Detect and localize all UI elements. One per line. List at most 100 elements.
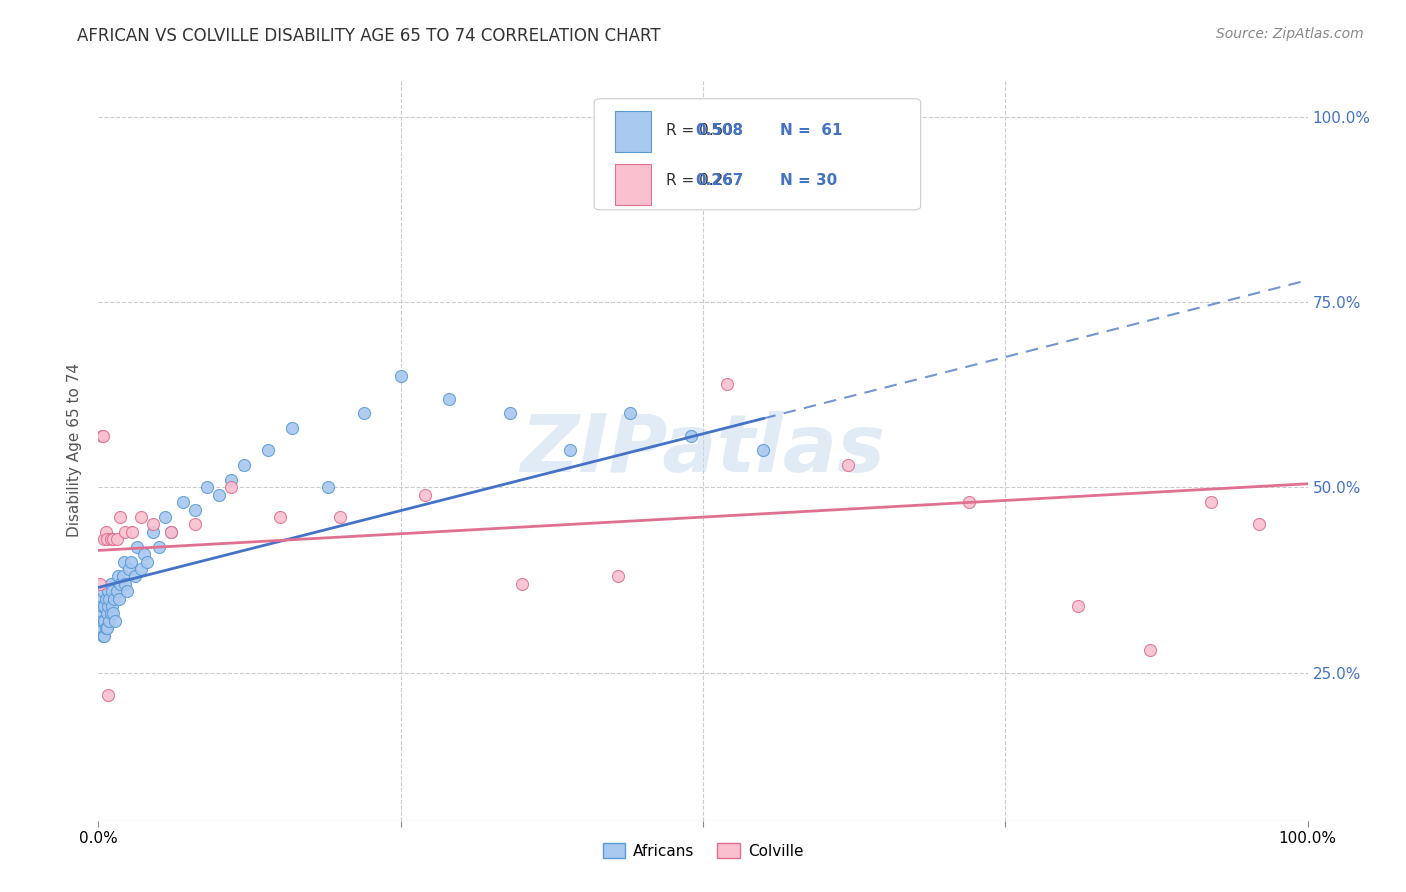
FancyBboxPatch shape (595, 99, 921, 210)
Point (97, 599, 120, 613)
Point (91, 614, 114, 628)
Text: N = 30: N = 30 (780, 173, 838, 187)
Text: R = 0.508: R = 0.508 (665, 123, 742, 138)
Point (118, 562, 141, 576)
Point (89, 607, 111, 621)
Text: 0.267: 0.267 (696, 173, 744, 187)
Point (752, 443, 775, 458)
Point (184, 502, 207, 516)
Point (114, 524, 136, 539)
Point (148, 540, 170, 554)
Y-axis label: Disability Age 65 to 74: Disability Age 65 to 74 (67, 363, 83, 538)
Bar (614, 164, 651, 204)
Point (108, 510, 131, 524)
Point (91, 584, 114, 599)
Point (107, 569, 129, 583)
Point (94, 591, 117, 606)
Legend: Africans, Colville: Africans, Colville (596, 837, 810, 865)
Point (93, 533, 115, 547)
Point (172, 495, 194, 509)
Point (105, 533, 128, 547)
Point (208, 488, 231, 502)
Point (679, 428, 702, 442)
Point (104, 614, 127, 628)
Point (93, 599, 115, 613)
Point (124, 569, 146, 583)
Point (96, 607, 118, 621)
Point (837, 458, 859, 473)
Point (413, 488, 436, 502)
Point (112, 554, 135, 569)
Point (108, 576, 131, 591)
Point (135, 554, 157, 569)
Point (98, 591, 121, 606)
Text: ZIPatlas: ZIPatlas (520, 411, 886, 490)
Point (108, 591, 131, 606)
Point (90, 621, 112, 635)
Point (1139, 643, 1161, 657)
Point (91, 599, 114, 613)
Point (93, 628, 115, 642)
Point (142, 524, 165, 539)
Point (100, 533, 122, 547)
Point (1067, 599, 1090, 613)
Point (716, 376, 738, 391)
Point (93, 614, 115, 628)
Point (129, 562, 152, 576)
Point (221, 473, 243, 487)
Text: 0.508: 0.508 (696, 123, 744, 138)
Point (91, 428, 114, 442)
Point (114, 576, 136, 591)
Point (103, 591, 125, 606)
Point (184, 517, 207, 532)
Point (94, 524, 117, 539)
Point (353, 407, 375, 421)
Text: R = 0.267: R = 0.267 (665, 173, 742, 187)
Point (120, 554, 142, 569)
Point (127, 540, 149, 554)
Point (97, 584, 120, 599)
Text: AFRICAN VS COLVILLE DISABILITY AGE 65 TO 74 CORRELATION CHART: AFRICAN VS COLVILLE DISABILITY AGE 65 TO… (77, 27, 661, 45)
Point (121, 524, 143, 539)
Point (97, 688, 120, 702)
Point (90, 591, 112, 606)
Point (1199, 495, 1222, 509)
Point (96, 621, 118, 635)
Point (316, 480, 339, 494)
Point (100, 607, 122, 621)
Point (160, 524, 183, 539)
Point (91, 628, 114, 642)
Point (91, 428, 114, 442)
Point (195, 480, 218, 494)
Bar (614, 112, 651, 153)
Point (98, 614, 121, 628)
Point (619, 407, 641, 421)
Text: N =  61: N = 61 (780, 123, 842, 138)
Text: Source: ZipAtlas.com: Source: ZipAtlas.com (1216, 27, 1364, 41)
Point (281, 421, 304, 435)
Point (101, 533, 124, 547)
Point (94, 621, 117, 635)
Point (100, 576, 122, 591)
Point (105, 584, 128, 599)
Point (558, 443, 581, 458)
Point (957, 495, 980, 509)
Point (256, 443, 278, 458)
Point (117, 584, 139, 599)
Point (389, 369, 412, 384)
Point (96, 533, 118, 547)
Point (232, 458, 254, 473)
Point (100, 599, 122, 613)
Point (221, 480, 243, 494)
Point (142, 517, 165, 532)
Point (607, 569, 630, 583)
Point (134, 547, 156, 561)
Point (129, 510, 152, 524)
Point (510, 576, 533, 591)
Point (269, 510, 291, 524)
Point (498, 407, 520, 421)
Point (101, 607, 124, 621)
Point (437, 392, 460, 406)
Point (89, 576, 111, 591)
Point (100, 584, 122, 599)
